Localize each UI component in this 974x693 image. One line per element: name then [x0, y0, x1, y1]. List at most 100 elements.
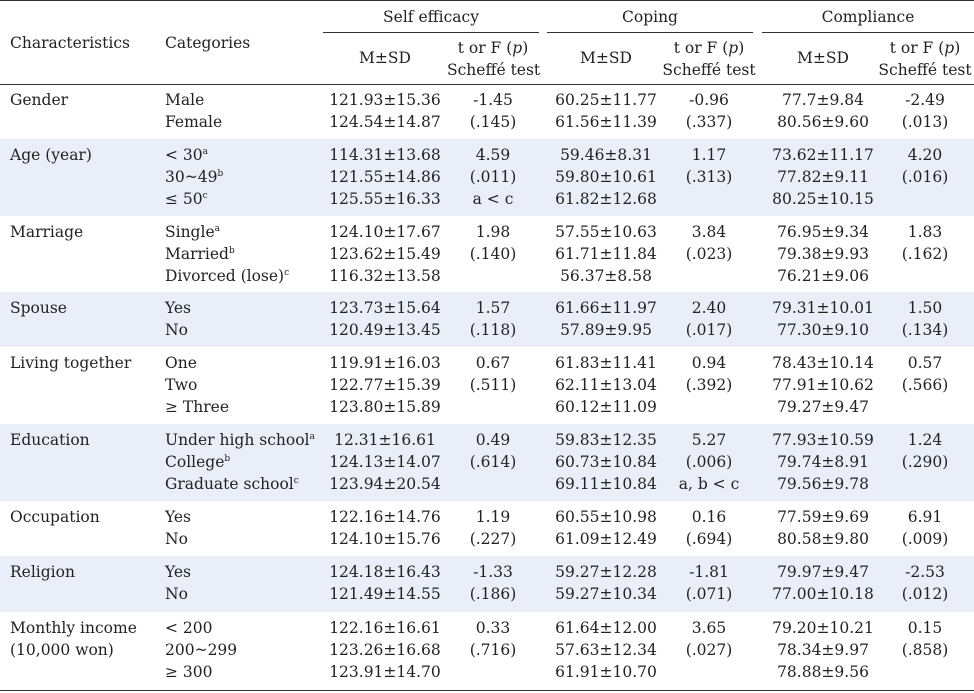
mean-sd-value: 79.20±10.21 [772, 619, 874, 637]
mean-sd-value: 76.21±9.06 [777, 267, 869, 285]
category-label: Yes [165, 297, 191, 319]
header-characteristics: Characteristics [10, 34, 130, 52]
stat-value: 3.84 [691, 223, 727, 241]
mean-sd-value: 77.59±9.69 [777, 508, 869, 526]
category-text: No [165, 321, 188, 339]
category-superscript: c [293, 476, 299, 486]
mean-sd-value: 124.18±16.43 [329, 563, 441, 581]
stat-p: p [512, 39, 523, 57]
characteristic-label: Gender [10, 91, 69, 109]
category-superscript: a [202, 147, 209, 157]
mean-sd-value: 62.11±13.04 [555, 376, 657, 394]
header-group-self-efficacy: Self efficacy [383, 8, 479, 26]
category-label: No [165, 583, 188, 605]
stat-value: (.313) [685, 168, 733, 186]
stat-value: (.012) [901, 585, 949, 603]
category-label: ≥ 300 [165, 661, 213, 683]
characteristic-label: Living together [10, 354, 132, 372]
mean-sd-value: 79.74±8.91 [777, 453, 869, 471]
category-superscript: b [217, 169, 224, 179]
stat-value: 4.59 [475, 146, 511, 164]
mean-sd-value: 12.31±16.61 [334, 431, 436, 449]
stat-value: (.006) [685, 453, 733, 471]
stat-label-line1: t or F (p) [661, 37, 757, 59]
mean-sd-value: 61.82±12.68 [555, 190, 657, 208]
mean-sd-value: 77.82±9.11 [777, 168, 869, 186]
mean-sd-value: 123.26±16.68 [329, 641, 441, 659]
category-superscript: c [284, 268, 290, 278]
mean-sd-value: 80.25±10.15 [772, 190, 874, 208]
mean-sd-value: 61.56±11.39 [555, 113, 657, 131]
category-label: < 30a [165, 144, 208, 166]
stat-value: 0.16 [691, 508, 727, 526]
category-label: Two [165, 374, 197, 396]
category-label: One [165, 352, 197, 374]
stat-value: (.027) [685, 641, 733, 659]
category-text: One [165, 354, 197, 372]
category-text: ≥ 300 [165, 663, 213, 681]
mean-sd-value: 61.91±10.70 [555, 663, 657, 681]
category-text: Female [165, 113, 223, 131]
mean-sd-value: 123.80±15.89 [329, 398, 441, 416]
stat-value: 1.57 [475, 299, 511, 317]
category-label: Female [165, 111, 222, 133]
stat-value: (.118) [469, 321, 517, 339]
category-label: 30~49b [165, 166, 223, 188]
header-categories: Categories [165, 34, 251, 52]
category-label: Marriedb [165, 243, 235, 265]
bottom-rule [0, 690, 974, 691]
stat-value: (.186) [469, 585, 517, 603]
mean-sd-value: 121.55±14.86 [329, 168, 441, 186]
mean-sd-value: 79.27±9.47 [777, 398, 869, 416]
category-text: Graduate school [165, 475, 294, 493]
stat-suffix: ) [954, 39, 961, 57]
header-ms-self-efficacy: M±SD [359, 49, 411, 67]
stat-label-line1: t or F (p) [447, 37, 539, 59]
mean-sd-value: 57.55±10.63 [555, 223, 657, 241]
mean-sd-value: 69.11±10.84 [555, 475, 657, 493]
category-text: No [165, 585, 188, 603]
category-label: Yes [165, 506, 191, 528]
mean-sd-value: 79.56±9.78 [777, 475, 869, 493]
top-rule [0, 0, 974, 1]
mean-sd-value: 77.00±10.18 [772, 585, 874, 603]
category-superscript: a [214, 224, 220, 234]
mean-sd-value: 80.56±9.60 [777, 113, 869, 131]
stat-value: (.566) [901, 376, 949, 394]
row-band [0, 556, 974, 612]
category-text: ≥ Three [165, 398, 229, 416]
category-text: ≤ 50 [165, 190, 203, 208]
mean-sd-value: 120.49±13.45 [329, 321, 441, 339]
stat-value: 1.50 [907, 299, 943, 317]
stat-value: (.140) [469, 245, 517, 263]
row-band [0, 292, 974, 347]
mean-sd-value: 78.34±9.97 [777, 641, 869, 659]
stat-value: 1.24 [907, 431, 943, 449]
stat-label-line1: t or F (p) [876, 37, 974, 59]
category-label: < 200 [165, 617, 213, 639]
stat-value: (.337) [685, 113, 733, 131]
mean-sd-value: 124.54±14.87 [329, 113, 441, 131]
characteristic-label: Education [10, 431, 90, 449]
mean-sd-value: 61.09±12.49 [555, 530, 657, 548]
stat-value: -1.45 [473, 91, 513, 109]
mean-sd-value: 124.13±14.07 [329, 453, 441, 471]
stat-value: (.023) [685, 245, 733, 263]
stat-suffix: ) [522, 39, 529, 57]
stat-label-line2: Scheffé test [662, 61, 756, 79]
mean-sd-value: 77.93±10.59 [772, 431, 874, 449]
mean-sd-value: 79.38±9.93 [777, 245, 869, 263]
characteristic-label: Occupation [10, 508, 100, 526]
stat-value: (.290) [901, 453, 949, 471]
stat-value: 0.15 [907, 619, 943, 637]
category-text: Single [165, 223, 215, 241]
stat-label-line2: Scheffé test [878, 61, 972, 79]
stat-value: 4.20 [907, 146, 943, 164]
mean-sd-value: 122.77±15.39 [329, 376, 441, 394]
mean-sd-value: 77.91±10.62 [772, 376, 874, 394]
mean-sd-value: 79.97±9.47 [777, 563, 869, 581]
header-stat-self-efficacy: t or F (p) Scheffé test [447, 37, 540, 81]
mean-sd-value: 61.71±11.84 [555, 245, 657, 263]
mean-sd-value: 59.83±12.35 [555, 431, 657, 449]
mean-sd-value: 124.10±15.76 [329, 530, 441, 548]
